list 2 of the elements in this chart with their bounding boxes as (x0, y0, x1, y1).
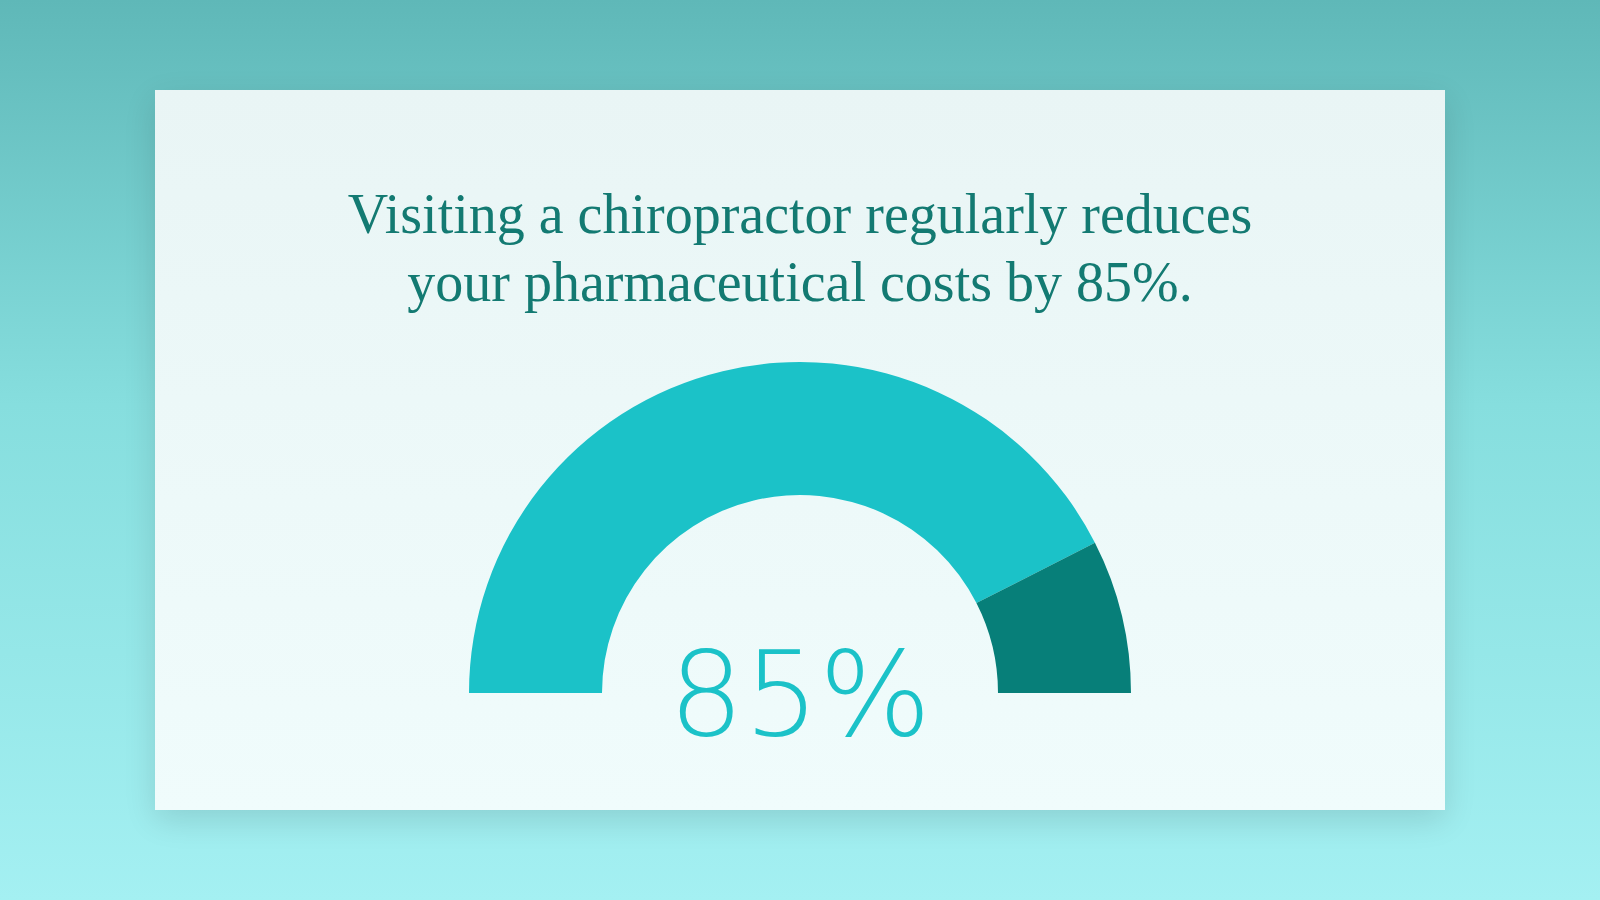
chart-title: Visiting a chiropractor regularly reduces your pharmaceutical costs by 85%. (347, 183, 1253, 313)
text: 85% (668, 625, 932, 763)
